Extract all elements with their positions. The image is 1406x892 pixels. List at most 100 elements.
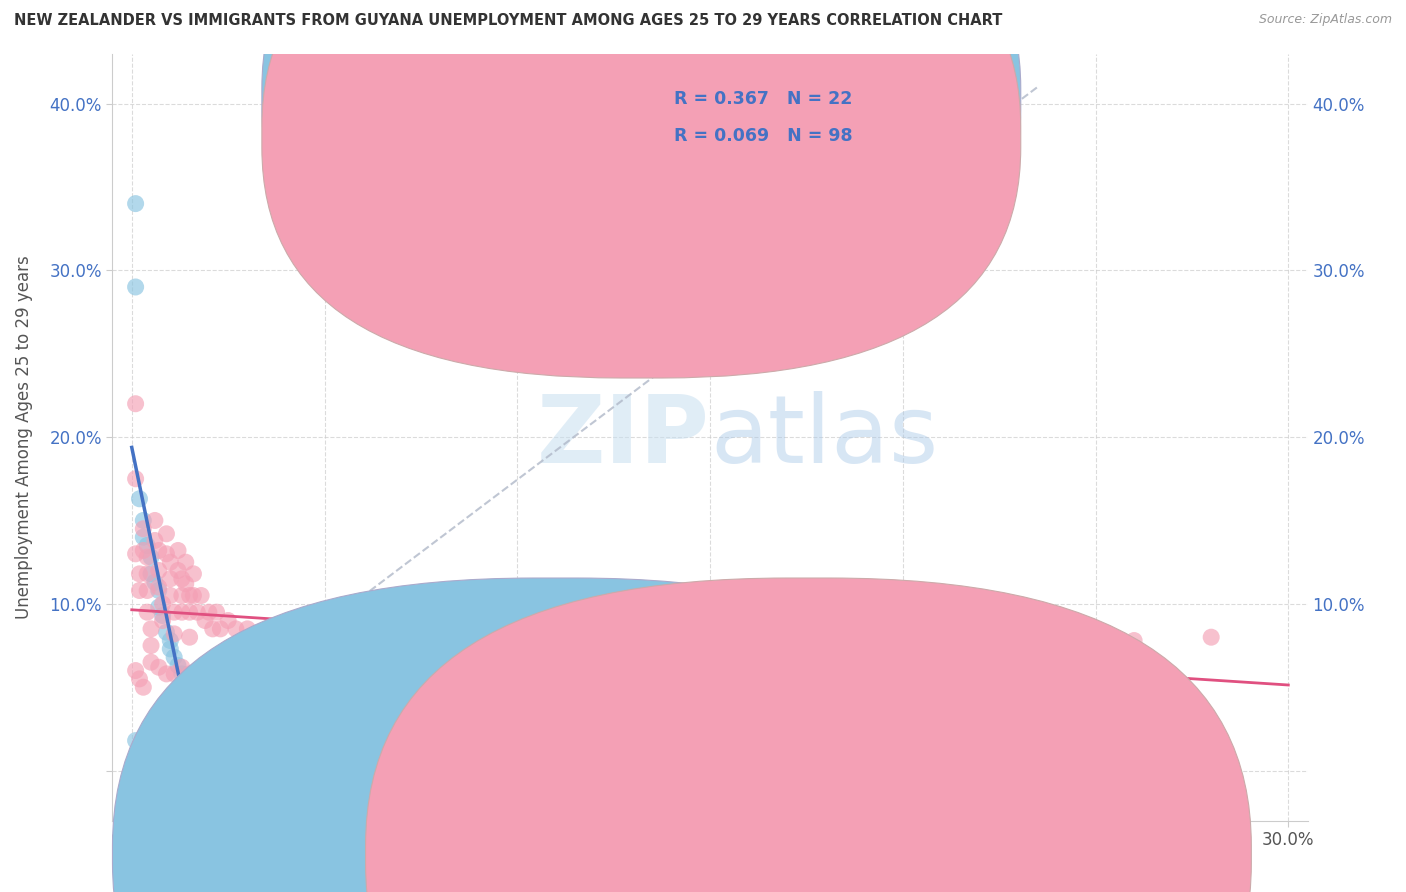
Point — [209, 666, 232, 681]
Point — [148, 580, 170, 594]
Point — [167, 658, 190, 673]
Point — [256, 664, 278, 678]
Y-axis label: Unemployment Among Ages 25 to 29 years: Unemployment Among Ages 25 to 29 years — [15, 255, 32, 619]
Point — [148, 660, 170, 674]
Point — [194, 614, 217, 628]
Point — [155, 547, 177, 561]
Text: atlas: atlas — [710, 391, 938, 483]
Point — [128, 583, 150, 598]
Point — [1199, 630, 1222, 644]
Point — [179, 692, 201, 706]
Point — [179, 666, 201, 681]
Point — [814, 627, 837, 641]
Text: R = 0.367   N = 22: R = 0.367 N = 22 — [675, 90, 852, 108]
Point — [891, 627, 914, 641]
Text: Source: ZipAtlas.com: Source: ZipAtlas.com — [1258, 13, 1392, 27]
Point — [136, 583, 159, 598]
Point — [170, 572, 193, 586]
Point — [132, 513, 155, 527]
Point — [148, 583, 170, 598]
Point — [152, 597, 174, 611]
Point — [152, 614, 174, 628]
Point — [163, 650, 186, 665]
Point — [1123, 633, 1146, 648]
Point — [124, 196, 146, 211]
Point — [155, 625, 177, 640]
Point — [194, 664, 217, 678]
Text: New Zealanders: New Zealanders — [583, 847, 707, 862]
Point — [179, 605, 201, 619]
Point — [201, 622, 224, 636]
Point — [506, 627, 529, 641]
Point — [155, 666, 177, 681]
Point — [159, 572, 181, 586]
Point — [139, 566, 162, 581]
Point — [132, 680, 155, 694]
Point — [217, 666, 239, 681]
Point — [814, 664, 837, 678]
Point — [136, 550, 159, 565]
Point — [737, 627, 759, 641]
Point — [240, 664, 263, 678]
Point — [371, 664, 394, 678]
Point — [602, 664, 624, 678]
Point — [174, 555, 197, 569]
Point — [467, 664, 489, 678]
Point — [544, 627, 567, 641]
Point — [1084, 627, 1107, 641]
Point — [321, 664, 343, 678]
Point — [174, 683, 197, 698]
Point — [314, 622, 336, 636]
Point — [136, 566, 159, 581]
Point — [344, 664, 367, 678]
Point — [152, 608, 174, 623]
Point — [139, 550, 162, 565]
Text: ZIP: ZIP — [537, 391, 710, 483]
Point — [201, 666, 224, 681]
Point — [228, 666, 250, 681]
Point — [159, 589, 181, 603]
Point — [179, 589, 201, 603]
Point — [170, 605, 193, 619]
Point — [179, 630, 201, 644]
Point — [163, 627, 186, 641]
Point — [283, 630, 305, 644]
Text: Immigrants from Guyana: Immigrants from Guyana — [837, 847, 1028, 862]
Point — [225, 622, 247, 636]
Point — [128, 491, 150, 506]
Point — [128, 566, 150, 581]
Point — [124, 733, 146, 747]
FancyBboxPatch shape — [262, 0, 1021, 378]
Point — [167, 543, 190, 558]
Point — [661, 627, 683, 641]
Point — [267, 666, 290, 681]
Point — [969, 630, 991, 644]
Point — [136, 539, 159, 553]
Point — [429, 664, 451, 678]
Point — [124, 547, 146, 561]
Point — [159, 633, 181, 648]
Point — [139, 639, 162, 653]
Point — [190, 589, 212, 603]
Point — [148, 543, 170, 558]
Point — [124, 472, 146, 486]
Point — [139, 655, 162, 669]
Point — [128, 672, 150, 686]
Text: NEW ZEALANDER VS IMMIGRANTS FROM GUYANA UNEMPLOYMENT AMONG AGES 25 TO 29 YEARS C: NEW ZEALANDER VS IMMIGRANTS FROM GUYANA … — [14, 13, 1002, 29]
Point — [143, 575, 166, 590]
Point — [544, 664, 567, 678]
Point — [391, 622, 413, 636]
Point — [236, 622, 259, 636]
Point — [352, 627, 374, 641]
Point — [217, 614, 239, 628]
Point — [139, 622, 162, 636]
Point — [136, 605, 159, 619]
Point — [583, 627, 606, 641]
Point — [155, 526, 177, 541]
Point — [132, 543, 155, 558]
Point — [163, 605, 186, 619]
Point — [174, 577, 197, 591]
FancyBboxPatch shape — [609, 73, 901, 161]
Point — [209, 622, 232, 636]
Point — [143, 533, 166, 548]
